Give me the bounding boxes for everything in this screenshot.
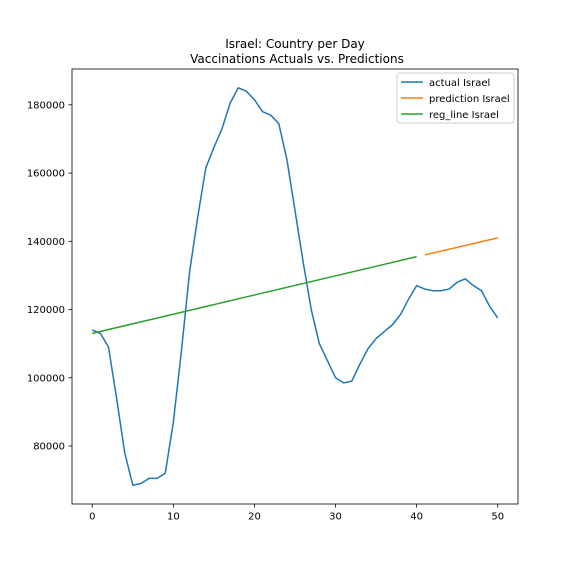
legend: actual Israel prediction Israel reg_line… bbox=[396, 72, 515, 124]
x-tick-label: 0 bbox=[89, 512, 95, 523]
y-tick-label: 120000 bbox=[27, 305, 65, 316]
chart-title: Israel: Country per Day bbox=[225, 37, 365, 51]
x-tick-label: 10 bbox=[167, 512, 180, 523]
legend-label-reg-line: reg_line Israel bbox=[429, 110, 499, 121]
actual-series-line bbox=[91, 87, 499, 486]
x-tick-label: 50 bbox=[491, 512, 504, 523]
y-tick-label: 180000 bbox=[27, 100, 65, 111]
reg-line-series-line bbox=[92, 255, 417, 335]
plot-area-frame bbox=[71, 68, 519, 505]
x-tick-label: 30 bbox=[329, 512, 342, 523]
x-tick-label: 40 bbox=[410, 512, 423, 523]
x-tick-label: 20 bbox=[248, 512, 261, 523]
y-tick-label: 80000 bbox=[33, 442, 65, 453]
y-tick-label: 100000 bbox=[27, 373, 65, 384]
y-tick-label: 140000 bbox=[27, 237, 65, 248]
legend-frame bbox=[396, 72, 515, 124]
y-tick-label: 160000 bbox=[27, 169, 65, 180]
prediction-series-line bbox=[424, 237, 498, 256]
legend-label-prediction: prediction Israel bbox=[429, 94, 510, 105]
legend-label-actual: actual Israel bbox=[429, 78, 490, 89]
chart-subtitle: Vaccinations Actuals vs. Predictions bbox=[190, 52, 404, 66]
